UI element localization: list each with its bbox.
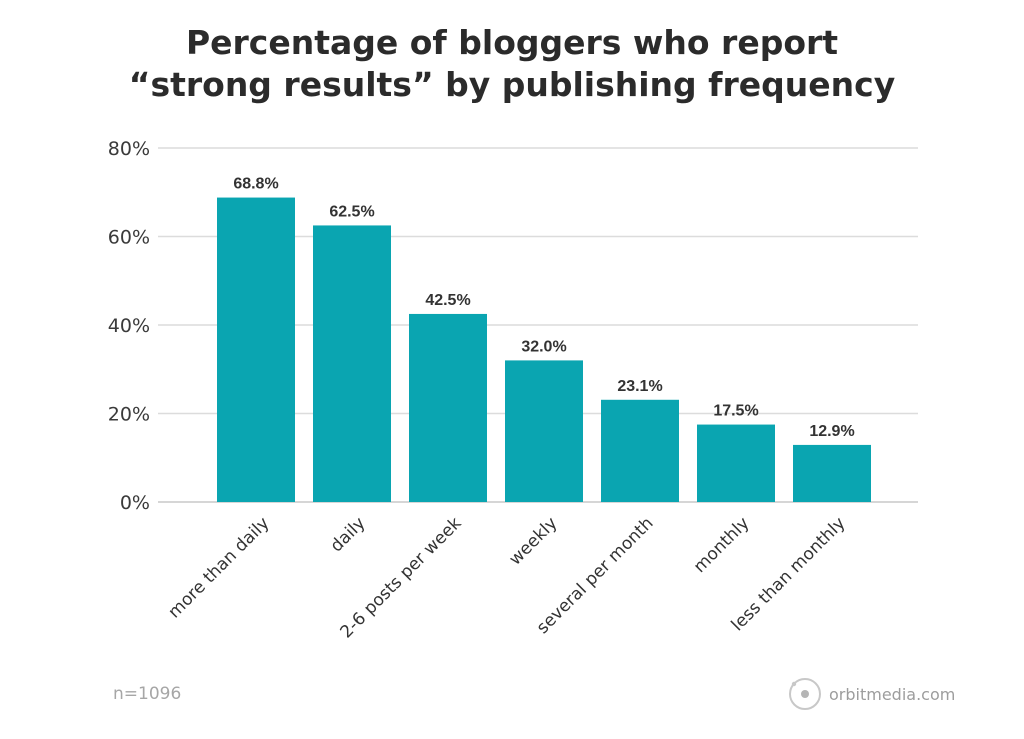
bar xyxy=(217,197,295,502)
y-tick-label: 0% xyxy=(120,492,150,514)
x-category-label: monthly xyxy=(690,513,754,577)
value-labels: 68.8% 62.5% 42.5% 32.0% 23.1% 17.5% 12.9% xyxy=(233,176,854,440)
bar xyxy=(793,444,871,502)
orbit-logo-icon xyxy=(789,678,821,710)
sample-size-note: n=1096 xyxy=(113,684,182,704)
y-tick-label: 40% xyxy=(108,315,150,337)
chart-title: Percentage of bloggers who report “stron… xyxy=(0,22,1024,106)
chart-title-line-2: “strong results” by publishing frequency xyxy=(128,65,896,104)
bar-value-label: 12.9% xyxy=(809,423,854,440)
bar-value-label: 23.1% xyxy=(617,378,662,395)
brand-text: orbitmedia.com xyxy=(829,684,956,704)
x-category-label: daily xyxy=(327,513,370,556)
bar-value-label: 42.5% xyxy=(425,292,470,309)
bar xyxy=(313,225,391,502)
x-category-label: more than daily xyxy=(164,513,273,622)
brand-watermark: orbitmedia.com xyxy=(788,677,955,711)
bar xyxy=(505,360,583,502)
bars xyxy=(217,197,871,502)
bar-value-label: 32.0% xyxy=(521,338,566,355)
y-tick-label: 20% xyxy=(108,404,150,426)
bar xyxy=(601,399,679,502)
bar xyxy=(409,313,487,502)
y-tick-label: 60% xyxy=(108,227,150,249)
chart-title-line-1: Percentage of bloggers who report xyxy=(185,23,839,62)
bar-value-label: 62.5% xyxy=(329,203,374,220)
x-category-label: weekly xyxy=(505,513,561,569)
bar-value-label: 17.5% xyxy=(713,403,758,420)
bar-value-label: 68.8% xyxy=(233,176,278,193)
y-axis-tick-labels: 0% 20% 40% 60% 80% xyxy=(108,138,150,514)
y-tick-label: 80% xyxy=(108,138,150,160)
bar xyxy=(697,424,775,502)
